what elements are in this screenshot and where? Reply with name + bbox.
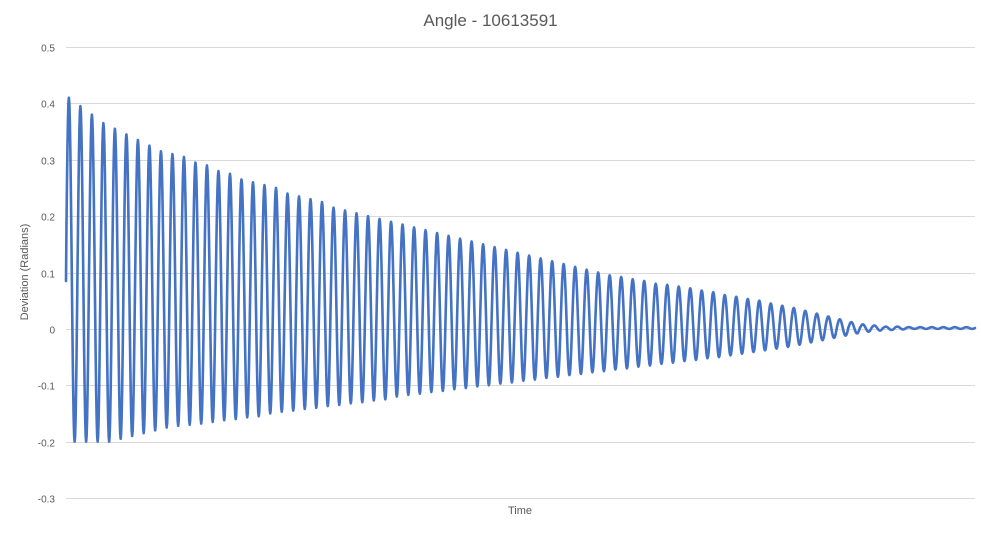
- y-tick-label: 0.3: [41, 157, 55, 168]
- y-tick-label: 0: [49, 326, 55, 337]
- chart-title: Angle - 10613591: [423, 11, 557, 30]
- y-tick-label: 0.2: [41, 213, 55, 224]
- y-axis-ticks: 0.5 0.4 0.3 0.2 0.1 0 -0.1 -0.2 -0.3: [38, 44, 56, 506]
- y-tick-label: -0.3: [38, 495, 56, 506]
- y-tick-label: -0.1: [38, 382, 56, 393]
- series-line: [64, 96, 977, 443]
- y-tick-label: 0.5: [41, 44, 55, 55]
- series-group: [64, 96, 977, 443]
- y-tick-label: -0.2: [38, 439, 56, 450]
- x-axis-title: Time: [508, 505, 532, 517]
- y-tick-label: 0.1: [41, 270, 55, 281]
- y-axis-title: Deviation (Radians): [19, 224, 31, 321]
- y-tick-label: 0.4: [41, 100, 55, 111]
